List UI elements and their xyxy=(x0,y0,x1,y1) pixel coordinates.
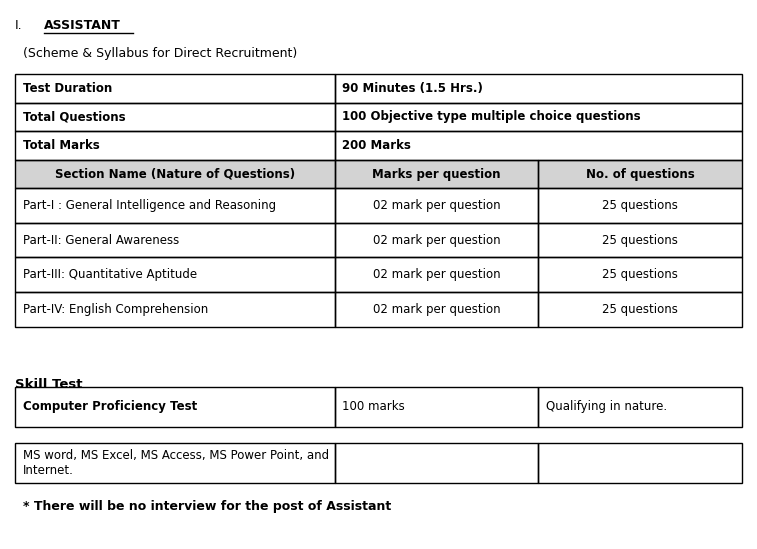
Text: 100 marks: 100 marks xyxy=(342,400,405,413)
Text: Total Questions: Total Questions xyxy=(23,110,126,124)
Bar xyxy=(335,223,538,257)
Bar xyxy=(15,223,335,257)
Text: 02 mark per question: 02 mark per question xyxy=(373,303,500,316)
Bar xyxy=(538,257,742,292)
Bar xyxy=(15,387,335,427)
Bar xyxy=(15,74,335,103)
Bar xyxy=(335,387,538,427)
Bar xyxy=(538,160,742,188)
Text: Test Duration: Test Duration xyxy=(23,82,112,95)
Bar xyxy=(335,292,538,327)
Bar xyxy=(538,387,742,427)
Bar xyxy=(335,74,742,103)
Bar xyxy=(15,443,335,483)
Bar xyxy=(15,160,335,188)
Bar xyxy=(15,160,335,188)
Text: MS word, MS Excel, MS Access, MS Power Point, and
Internet.: MS word, MS Excel, MS Access, MS Power P… xyxy=(23,449,329,477)
Bar xyxy=(538,160,742,188)
Text: 25 questions: 25 questions xyxy=(602,268,678,281)
Bar xyxy=(335,131,742,160)
Text: 25 questions: 25 questions xyxy=(602,303,678,316)
Text: No. of questions: No. of questions xyxy=(586,167,694,181)
Bar xyxy=(335,188,538,223)
Bar xyxy=(15,188,335,223)
Bar xyxy=(538,443,742,483)
Text: 100 Objective type multiple choice questions: 100 Objective type multiple choice quest… xyxy=(342,110,641,124)
Text: Skill Test: Skill Test xyxy=(15,378,83,391)
Text: I.: I. xyxy=(15,19,23,32)
Text: 25 questions: 25 questions xyxy=(602,234,678,247)
Text: 02 mark per question: 02 mark per question xyxy=(373,268,500,281)
Bar xyxy=(15,257,335,292)
Text: 90 Minutes (1.5 Hrs.): 90 Minutes (1.5 Hrs.) xyxy=(342,82,483,95)
Text: * There will be no interview for the post of Assistant: * There will be no interview for the pos… xyxy=(23,500,391,513)
Text: 02 mark per question: 02 mark per question xyxy=(373,199,500,212)
Text: Part-II: General Awareness: Part-II: General Awareness xyxy=(23,234,179,247)
Text: Marks per question: Marks per question xyxy=(372,167,501,181)
Bar xyxy=(335,257,538,292)
Text: Part-I : General Intelligence and Reasoning: Part-I : General Intelligence and Reason… xyxy=(23,199,276,212)
Bar xyxy=(335,160,538,188)
Text: Part-III: Quantitative Aptitude: Part-III: Quantitative Aptitude xyxy=(23,268,197,281)
Text: Total Marks: Total Marks xyxy=(23,139,99,152)
Bar xyxy=(538,188,742,223)
Bar xyxy=(15,131,335,160)
Text: (Scheme & Syllabus for Direct Recruitment): (Scheme & Syllabus for Direct Recruitmen… xyxy=(23,47,297,60)
Text: Part-IV: English Comprehension: Part-IV: English Comprehension xyxy=(23,303,208,316)
Text: Section Name (Nature of Questions): Section Name (Nature of Questions) xyxy=(55,167,295,181)
Bar xyxy=(538,292,742,327)
Bar xyxy=(335,443,538,483)
Bar xyxy=(335,103,742,131)
Bar xyxy=(335,160,538,188)
Bar xyxy=(15,103,335,131)
Text: ASSISTANT: ASSISTANT xyxy=(44,19,121,32)
Text: 02 mark per question: 02 mark per question xyxy=(373,234,500,247)
Text: Qualifying in nature.: Qualifying in nature. xyxy=(546,400,667,413)
Bar xyxy=(15,292,335,327)
Text: 200 Marks: 200 Marks xyxy=(342,139,411,152)
Text: 25 questions: 25 questions xyxy=(602,199,678,212)
Text: Computer Proficiency Test: Computer Proficiency Test xyxy=(23,400,197,413)
Bar xyxy=(538,223,742,257)
